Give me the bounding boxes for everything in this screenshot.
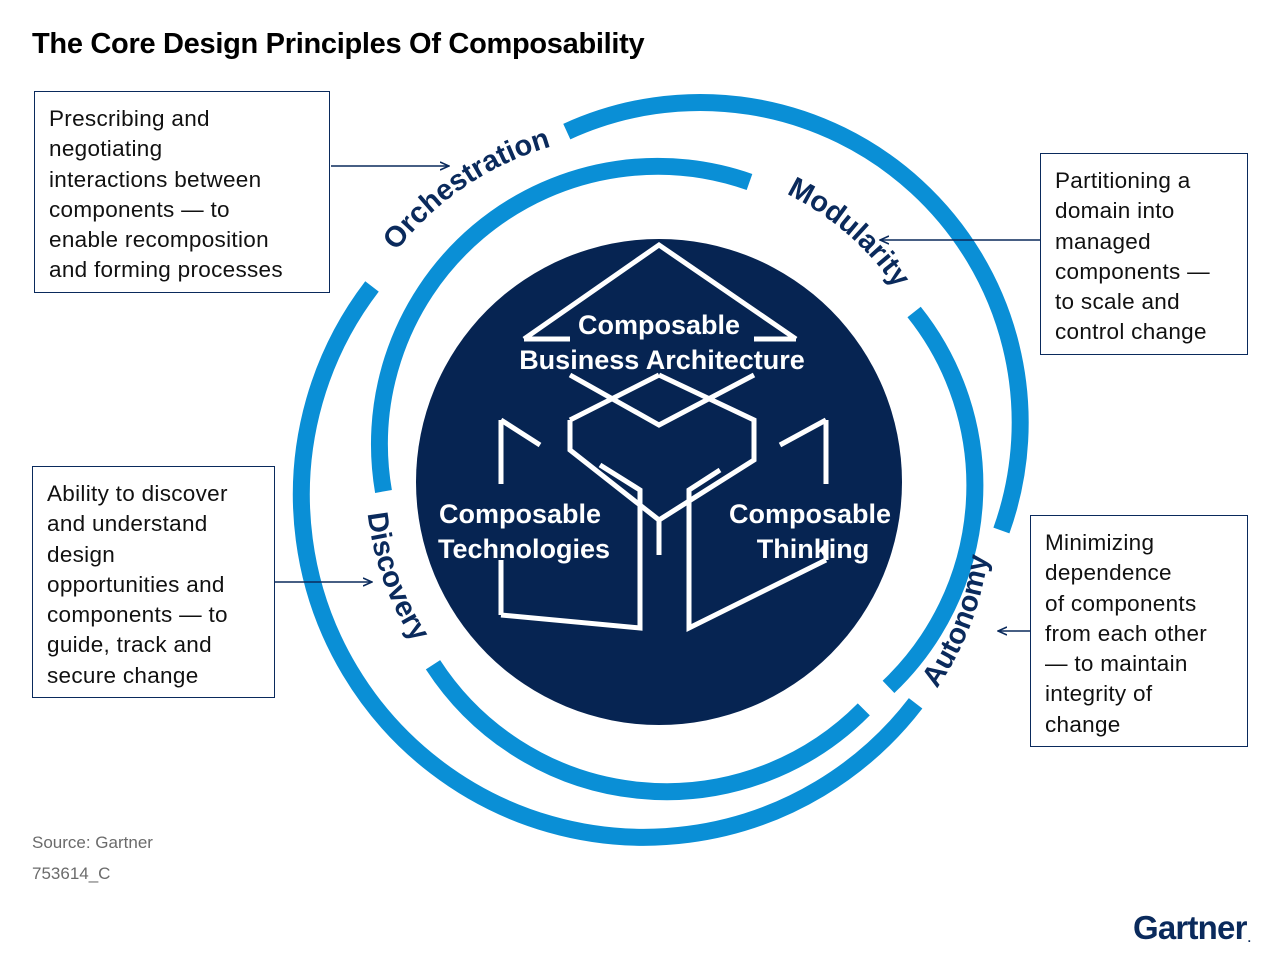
discovery-description-line: guide, track and [47,632,212,658]
autonomy-description-line: integrity of [1045,681,1153,707]
page-title: The Core Design Principles Of Composabil… [32,28,645,60]
gartner-logo: Gartner. [1133,909,1251,946]
logo-dot: . [1247,931,1251,945]
discovery-description-line: components — to [47,602,228,628]
modularity-description-line: control change [1055,319,1207,345]
core-label-technologies-line1: Composable [439,499,601,529]
cube-icon [498,241,829,633]
modularity-description-box: Partitioning a domain into managed compo… [1040,153,1248,355]
discovery-description-line: and understand [47,511,208,537]
core-circle [416,239,902,725]
autonomy-description-line: dependence [1045,560,1172,586]
modularity-description-line: components — [1055,258,1210,284]
core-label-thinking-line2: Thinking [757,534,869,564]
discovery-description-line: Ability to discover [47,481,228,506]
autonomy-description-line: Minimizing [1045,530,1155,555]
discovery-description-box: Ability to discover and understand desig… [32,466,275,698]
core-label-thinking-line1: Composable [729,499,891,529]
modularity-description-line: to scale and [1055,289,1180,315]
discovery-description-line: design [47,541,116,567]
discovery-description-line: opportunities and [47,571,225,597]
orchestration-description-line: components — to [49,196,230,222]
orchestration-description-line: negotiating [49,136,163,162]
autonomy-description-line: change [1045,711,1121,737]
core-label-business-line2: Business Architecture [519,345,805,375]
outer-ring-arc-left [292,281,923,846]
source-note: Source: Gartner [32,833,153,852]
orchestration-description-line: enable recomposition [49,227,269,253]
outer-ring-arc-top [563,94,1029,534]
orchestration-description-line: Prescribing and [49,106,210,131]
orchestration-description-line: and forming processes [49,257,283,283]
modularity-description-line: managed [1055,228,1151,254]
orchestration-description-box: Prescribing and negotiating interactions… [34,91,330,293]
core-label-technologies-line2: Technologies [438,534,610,564]
gartner-logo-text: Gartner [1133,909,1247,946]
inner-ring-arc-bottom [425,660,870,801]
orchestration-description-line: interactions between [49,166,262,192]
autonomy-description-line: of components [1045,590,1197,616]
inner-ring-arc-top [371,157,753,493]
discovery-description-line: secure change [47,662,199,688]
modularity-description-line: Partitioning a [1055,168,1191,193]
autonomy-description-box: Minimizing dependence of components from… [1030,515,1248,747]
modularity-description-line: domain into [1055,198,1175,224]
autonomy-description-line: — to maintain [1045,651,1188,677]
core-label-business-line1: Composable [578,310,740,340]
figure-id: 753614_C [32,864,111,883]
autonomy-description-line: from each other [1045,620,1208,646]
principle-label-modularity: Modularity [783,172,916,293]
inner-ring-arc-right [882,306,984,694]
